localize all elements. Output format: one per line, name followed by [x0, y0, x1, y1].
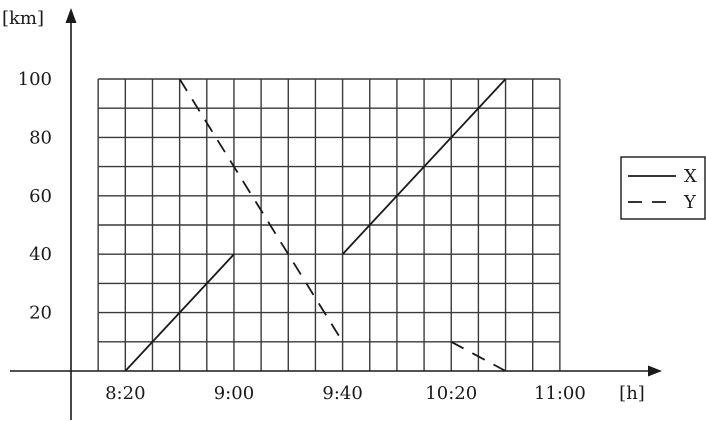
legend-label-y: Y [683, 192, 697, 213]
x-tick-label: 9:40 [322, 383, 362, 404]
chart-axes [10, 8, 662, 420]
y-tick-label: 60 [29, 186, 52, 207]
x-tick-label: 10:20 [425, 383, 477, 404]
y-axis-arrowhead [66, 8, 77, 23]
y-tick-label: 40 [29, 244, 52, 265]
y-axis-label: [km] [2, 8, 44, 29]
y-tick-label: 20 [29, 303, 52, 324]
legend-label-x: X [684, 166, 697, 187]
x-tick-label: 9:00 [214, 383, 254, 404]
x-axis-arrowhead [648, 366, 662, 377]
x-tick-label: 11:00 [534, 383, 586, 404]
x-axis-label: [h] [619, 383, 645, 404]
chart-tick-labels: 8:20 9:00 9:40 10:20 11:00 20 40 60 80 100 [18, 69, 586, 404]
chart-legend: X Y [621, 157, 705, 219]
y-tick-label: 100 [18, 69, 52, 90]
chart-grid [98, 79, 560, 371]
y-tick-label: 80 [29, 127, 52, 148]
x-tick-label: 8:20 [105, 383, 145, 404]
